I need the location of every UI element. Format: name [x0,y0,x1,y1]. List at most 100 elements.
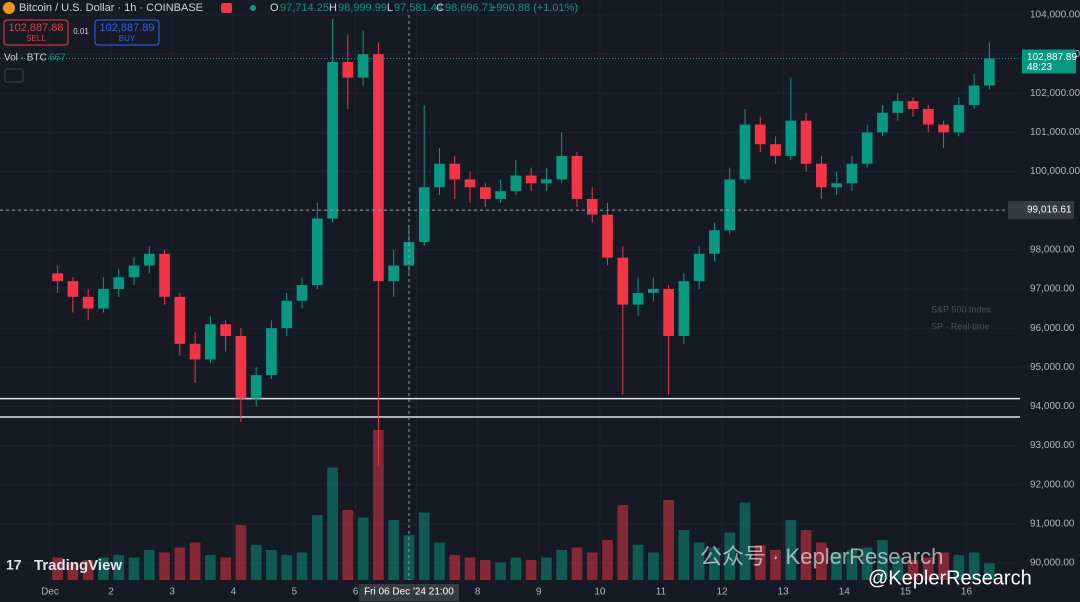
x-tick-label: 12 [717,587,729,598]
volume-bar [128,557,140,580]
candle-body [311,218,323,286]
candle-body [984,58,995,86]
volume-bar [693,542,705,580]
candle-body [556,155,568,180]
candle-body [266,328,277,376]
volume-bar [52,557,63,580]
volume-bar [327,467,338,580]
volume-bar [82,560,94,580]
volume-bar [754,545,766,580]
candle-body [403,242,415,266]
volume-bar [541,557,552,580]
candle-body [495,191,506,199]
sell-price: 102,887.88 [8,22,63,34]
volume-bar [205,555,216,580]
branding: TradingView [34,557,122,574]
high-label: H [329,2,337,14]
volume-bar [250,545,262,580]
volume-bar [770,550,781,580]
candle-body [892,101,904,113]
volume-bar [434,542,445,580]
x-tick-label: 9 [536,587,542,598]
y-tick-label: 94,000.00 [1030,401,1075,412]
candle-body [953,105,965,133]
volume-bar [922,557,934,580]
volume-bar [495,562,506,580]
volume-bar [159,552,170,580]
volume-bar [98,557,109,580]
candle-body [785,120,797,156]
crosshair-time-tag [358,584,459,601]
volume-bar [67,562,79,580]
candle-body [250,375,262,399]
volume-bar [281,555,293,580]
candle-body [846,163,858,184]
candle-body [724,179,736,231]
buy-button[interactable] [94,19,160,46]
volume-bar [678,530,690,580]
volume-bar [464,557,476,580]
y-axis-panel [1021,0,1080,602]
x-tick-label: 10 [594,587,606,598]
candle-body [663,289,674,336]
candle-body [67,281,79,297]
candle-body [754,124,766,145]
candle-body [464,179,476,188]
volume-bar [739,502,751,580]
volume-bar [709,547,720,580]
candle-body [479,187,491,199]
x-tick-label: 13 [778,587,790,598]
candle-body [418,187,430,243]
volume-bar [602,540,613,580]
x-tick-label: 8 [475,587,481,598]
sell-label: SELL [26,34,46,43]
volume-bar [296,552,308,580]
volume-bar [189,542,201,580]
volume-bar [800,530,812,580]
volume-bar [571,547,583,580]
candle-body [647,289,659,293]
candle-body [342,61,354,78]
volume-bar [647,552,659,580]
candle-body [98,289,109,309]
candle-body [82,296,94,309]
volume-bar [479,560,491,580]
volume-bar [632,545,644,580]
change-value: +990.88 (+1.01%) [490,2,578,14]
volume-bar [525,560,537,580]
sell-button[interactable] [3,19,69,46]
status-dot [250,5,256,11]
branding-logo: 17 [6,557,22,573]
flag-icon[interactable] [221,3,232,13]
volume-bar [938,552,949,580]
y-tick-label: 100,000.00 [1030,166,1080,177]
collapse-button[interactable] [4,68,24,83]
candle-body [357,54,369,78]
close-value: 98,696.71 [445,2,494,14]
volume-bar [556,550,568,580]
crosshair-price-tag [1008,201,1074,220]
volume-bar [892,557,904,580]
x-axis-panel [0,582,1080,602]
candle-body [327,61,338,219]
candle-body [281,300,293,329]
volume-bar [113,555,125,580]
candle-body [205,324,216,360]
volume-bar [877,540,888,580]
x-tick-label: 11 [656,587,667,598]
y-tick-label: 101,000.00 [1030,127,1080,138]
btc-icon [3,2,15,14]
y-tick-label: 93,000.00 [1030,440,1075,451]
y-tick-label: 95,000.00 [1030,362,1075,373]
candle-body [159,253,170,297]
candle-body [174,296,186,344]
candle-body [602,214,613,258]
open-label: O [270,2,279,14]
x-tick-label: 3 [169,587,175,598]
y-tick-label: 102,000.00 [1030,88,1080,99]
volume-bar [861,547,873,580]
volume-bar [831,552,842,580]
candle-body [434,163,445,188]
volume-bar [968,552,980,580]
spread: 0.01 [73,27,89,36]
